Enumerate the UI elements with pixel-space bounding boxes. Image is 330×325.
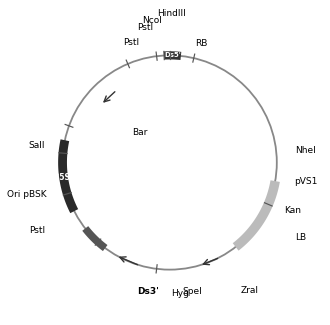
Text: HindIII: HindIII: [157, 8, 185, 18]
Text: Kan: Kan: [284, 206, 301, 215]
Polygon shape: [58, 139, 78, 213]
Text: SalI: SalI: [29, 141, 45, 150]
Text: SpeI: SpeI: [182, 287, 202, 296]
Text: 4X35S En: 4X35S En: [44, 173, 84, 182]
Polygon shape: [164, 51, 181, 60]
Text: ZraI: ZraI: [241, 286, 259, 295]
Text: LB: LB: [295, 233, 306, 242]
Text: pVS1: pVS1: [294, 177, 317, 186]
Text: NcoI: NcoI: [142, 17, 162, 25]
Text: NheI: NheI: [295, 146, 316, 155]
Text: PstI: PstI: [137, 23, 153, 32]
Text: Ds3': Ds3': [137, 287, 159, 296]
Text: PstI: PstI: [29, 226, 45, 235]
Text: Ds5': Ds5': [164, 52, 181, 58]
Polygon shape: [233, 180, 280, 251]
Text: Ori pBSK: Ori pBSK: [7, 189, 47, 199]
Text: RB: RB: [195, 39, 208, 48]
Text: Bar: Bar: [132, 128, 148, 137]
Text: PstI: PstI: [123, 38, 139, 46]
Polygon shape: [82, 226, 108, 251]
Text: Hyg: Hyg: [171, 290, 189, 298]
